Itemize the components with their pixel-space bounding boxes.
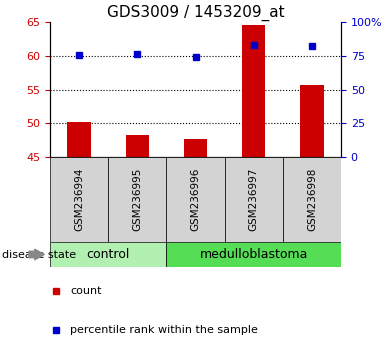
Bar	[50, 157, 108, 242]
Bar	[126, 135, 149, 157]
Bar	[224, 157, 283, 242]
Text: disease state: disease state	[2, 250, 76, 259]
Text: GSM236997: GSM236997	[249, 168, 259, 231]
Bar	[67, 122, 91, 157]
Bar	[283, 157, 341, 242]
Text: GSM236996: GSM236996	[190, 168, 200, 231]
Bar	[108, 157, 166, 242]
Bar	[184, 139, 207, 157]
Text: GSM236995: GSM236995	[132, 168, 142, 231]
Text: GSM236998: GSM236998	[307, 168, 317, 231]
Title: GDS3009 / 1453209_at: GDS3009 / 1453209_at	[107, 5, 284, 21]
Text: count: count	[70, 286, 102, 296]
Text: GSM236994: GSM236994	[74, 168, 84, 231]
Bar	[166, 242, 341, 267]
Bar	[50, 242, 166, 267]
Text: control: control	[87, 248, 130, 261]
Text: percentile rank within the sample: percentile rank within the sample	[70, 325, 258, 335]
Bar	[166, 157, 224, 242]
Bar	[300, 85, 324, 157]
Text: medulloblastoma: medulloblastoma	[200, 248, 308, 261]
Bar	[242, 25, 265, 157]
